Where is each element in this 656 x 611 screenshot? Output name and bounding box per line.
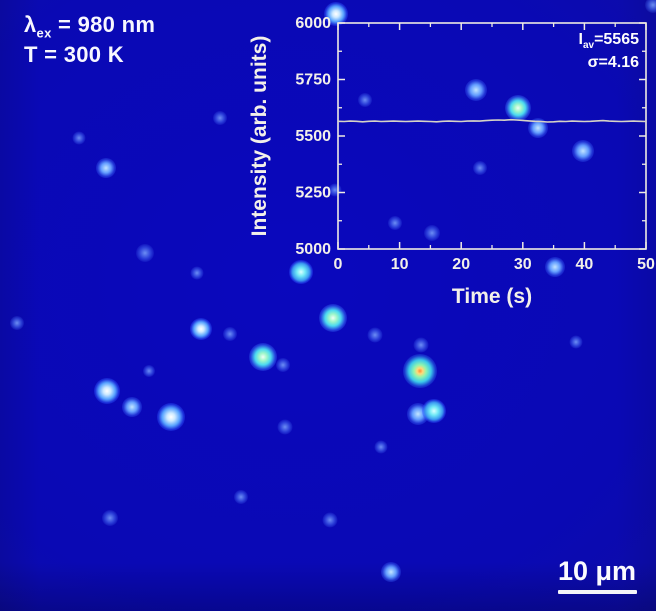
experiment-params: λex = 980 nm T = 300 K [24,10,155,70]
x-tick-label: 30 [514,256,532,273]
fluorescent-spot [223,327,237,341]
fluorescent-spot [96,158,116,178]
scale-bar-label: 10 μm [557,556,637,586]
fluorescent-spot [277,419,293,435]
fluorescent-spot [358,93,372,107]
chart-annotation: Iav=5565 σ=4.16 [578,28,639,74]
fluorescent-spot [328,183,342,197]
y-axis-label: Intensity (arb. units) [248,36,271,237]
fluorescent-spot [234,490,248,504]
fluorescent-spot [72,131,86,145]
x-tick-label: 40 [576,256,594,273]
fluorescent-spot [136,244,154,262]
y-tick-label: 5000 [295,241,331,258]
fluorescent-spot [157,403,185,431]
fluorescent-spot [545,257,565,277]
y-tick-label: 6000 [295,15,331,32]
fluorescent-spot [413,337,429,353]
temperature-label: T = 300 K [24,42,124,67]
fluorescent-spot [473,161,487,175]
fluorescent-spot [572,140,594,162]
scale-bar-line [557,590,637,594]
y-tick-label: 5250 [295,185,331,202]
x-axis-label: Time (s) [452,285,532,308]
fluorescent-spot [190,266,204,280]
fluorescent-spot [190,318,212,340]
average-intensity-annotation: Iav=5565 [578,28,639,51]
fluorescent-spot [367,327,383,343]
lambda-value: = 980 nm [51,12,156,37]
fluorescent-spot [403,354,437,388]
fluorescent-spot [249,343,277,371]
excitation-wavelength-label: λex = 980 nm [24,10,155,40]
fluorescent-spot [319,304,347,332]
fluorescent-spot [122,397,142,417]
sigma-annotation: σ=4.16 [587,54,639,71]
fluorescent-spot [143,365,155,377]
fluorescent-spot [94,378,120,404]
fluorescent-spot [569,335,583,349]
fluorescent-spot [422,399,446,423]
lambda-subscript: ex [36,25,52,41]
fluorescent-spot [407,403,429,425]
x-tick-label: 20 [452,256,470,273]
fluorescent-spot [213,111,227,125]
scale-bar: 10 μm [554,556,640,594]
i-subscript: av [582,40,595,52]
fluorescent-spot [289,260,313,284]
y-tick-label: 5750 [295,72,331,89]
fluorescent-spot [10,316,24,330]
fluorescent-spot [374,440,388,454]
y-tick-label: 5500 [295,128,331,145]
x-tick-label: 10 [391,256,409,273]
lambda-symbol: λ [24,12,37,37]
fluorescent-spot [424,225,440,241]
x-tick-label: 0 [334,256,343,273]
fluorescent-spot [322,512,338,528]
fluorescent-spot [645,0,656,13]
intensity-trace [337,118,647,123]
fluorescent-spot [465,79,487,101]
fluorescent-spot [505,95,531,121]
fluorescent-spot [388,216,402,230]
fluorescent-spot [528,118,548,138]
x-tick-label: 50 [637,256,655,273]
i-value: =5565 [594,31,639,48]
fluorescent-spot [381,562,401,582]
fluorescent-spot [276,358,290,372]
fluorescent-spot [324,2,348,26]
fluorescent-spot [102,510,118,526]
